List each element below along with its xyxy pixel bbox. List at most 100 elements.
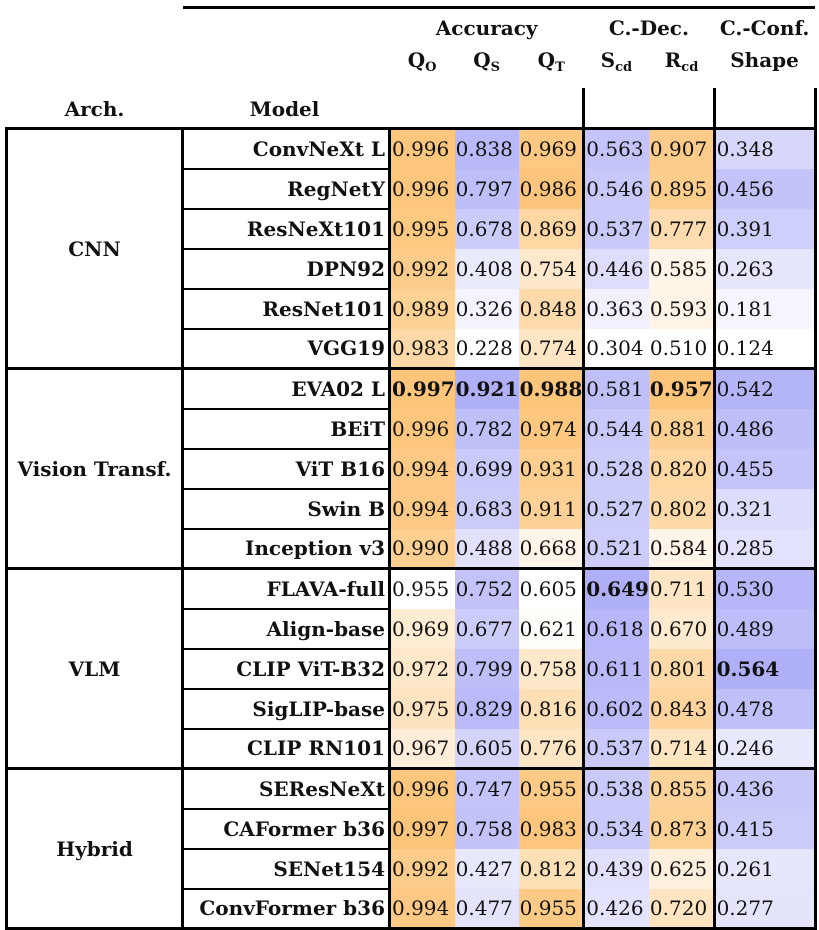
table-row: CNN ConvNeXt L 0.996 0.838 0.969 0.563 0.907 0.… [5, 127, 817, 370]
value-cell: 0.625 [648, 848, 716, 889]
value-cell: 0.621 [518, 608, 586, 649]
value-cell: 0.546 [583, 168, 649, 209]
value-cell: 0.820 [648, 448, 716, 489]
value-cell: 0.986 [518, 168, 586, 209]
value-cell: 0.602 [583, 688, 649, 729]
value-cell: 0.605 [454, 728, 519, 770]
value-cell: 0.881 [648, 408, 716, 449]
value-cell: 0.584 [648, 528, 716, 570]
arch-group-label: CNN [5, 127, 184, 370]
value-cell: 0.263 [714, 248, 817, 289]
value-cell: 0.720 [648, 888, 716, 930]
value-cell: 0.747 [454, 767, 519, 809]
value-cell: 0.593 [648, 288, 716, 329]
header-symbol: Q [407, 47, 426, 72]
value-cell: 0.563 [583, 127, 649, 169]
value-cell: 0.510 [648, 328, 716, 370]
model-name: BEiT [181, 408, 391, 450]
value-cell: 0.670 [648, 608, 716, 649]
arch-group-label: Vision Transf. [5, 367, 184, 570]
value-cell: 0.585 [648, 248, 716, 289]
header-subscript: T [555, 59, 565, 75]
value-cell: 0.478 [714, 688, 817, 729]
model-name: FLAVA-full [181, 567, 391, 610]
value-cell: 0.228 [454, 328, 519, 370]
header-symbol: Q [473, 47, 491, 72]
table-row: BEiT 0.996 0.782 0.974 0.544 0.881 0.486 [7, 408, 817, 450]
value-cell: 0.678 [454, 208, 519, 249]
value-cell: 0.801 [648, 648, 716, 689]
arch-group-label: Hybrid [5, 767, 184, 930]
model-name: ConvNeXt L [181, 127, 391, 170]
results-table: Arch. Model Accuracy C.-Dec. C.-Conf. QO… [5, 6, 817, 930]
model-name: ResNeXt101 [181, 208, 391, 250]
value-cell: 0.456 [714, 168, 817, 209]
header-cdec: C.-Dec. [583, 6, 715, 48]
value-cell: 0.777 [648, 208, 716, 249]
value-cell: 0.285 [714, 528, 817, 570]
header-col-4: Rcd [649, 48, 714, 88]
value-cell: 0.581 [583, 367, 649, 409]
value-cell: 0.758 [454, 808, 519, 849]
value-cell: 0.996 [389, 408, 455, 449]
value-cell: 0.994 [389, 888, 455, 930]
value-cell: 0.955 [518, 888, 586, 930]
value-cell: 0.995 [389, 208, 455, 249]
table-row: SigLIP-base 0.975 0.829 0.816 0.602 0.843 0.47… [7, 688, 817, 730]
value-cell: 0.957 [648, 367, 716, 409]
value-cell: 0.181 [714, 288, 817, 329]
value-cell: 0.714 [648, 728, 716, 770]
value-cell: 0.873 [648, 808, 716, 849]
value-cell: 0.955 [389, 567, 455, 609]
value-cell: 0.869 [518, 208, 586, 249]
value-cell: 0.415 [714, 808, 817, 849]
value-cell: 0.618 [583, 608, 649, 649]
header-col-0: QO [390, 48, 455, 88]
value-cell: 0.564 [714, 648, 817, 689]
value-cell: 0.911 [518, 488, 586, 529]
value-cell: 0.996 [389, 127, 455, 169]
value-cell: 0.408 [454, 248, 519, 289]
value-cell: 0.439 [583, 848, 649, 889]
value-cell: 0.611 [583, 648, 649, 689]
value-cell: 0.969 [389, 608, 455, 649]
header-cconf: C.-Conf. [714, 6, 816, 48]
table-row: CAFormer b36 0.997 0.758 0.983 0.534 0.873 0.4… [7, 808, 817, 850]
value-cell: 0.124 [714, 328, 817, 370]
value-cell: 0.955 [518, 767, 586, 809]
value-cell: 0.838 [454, 127, 519, 169]
value-cell: 0.521 [583, 528, 649, 570]
value-cell: 0.455 [714, 448, 817, 489]
model-name: DPN92 [181, 248, 391, 290]
header-col-2: QT [519, 48, 584, 88]
model-name: SENet154 [181, 848, 391, 890]
value-cell: 0.542 [714, 367, 817, 409]
model-name: Inception v3 [181, 528, 391, 570]
value-cell: 0.711 [648, 567, 716, 609]
table-row: Vision Transf. EVA02 L 0.997 0.921 0.988 0.58… [5, 367, 817, 570]
value-cell: 0.261 [714, 848, 817, 889]
value-cell: 0.974 [518, 408, 586, 449]
header-col-3: Scd [584, 48, 649, 88]
header-symbol: R [664, 47, 682, 72]
table-row: ViT B16 0.994 0.699 0.931 0.528 0.820 0.455 [7, 448, 817, 490]
header-subscript: cd [615, 59, 633, 75]
value-cell: 0.537 [583, 728, 649, 770]
value-cell: 0.990 [389, 528, 455, 570]
table-row: Hybrid SEResNeXt 0.996 0.747 0.955 0.538 0.855… [5, 767, 817, 930]
header-subscript: O [425, 59, 437, 75]
value-cell: 0.895 [648, 168, 716, 209]
value-cell: 0.988 [518, 367, 586, 409]
value-cell: 0.855 [648, 767, 716, 809]
value-cell: 0.983 [389, 328, 455, 370]
value-cell: 0.304 [583, 328, 649, 370]
value-cell: 0.816 [518, 688, 586, 729]
value-cell: 0.699 [454, 448, 519, 489]
value-cell: 0.975 [389, 688, 455, 729]
header-col-5: Shape [714, 48, 815, 88]
model-name: ViT B16 [181, 448, 391, 490]
value-cell: 0.843 [648, 688, 716, 729]
value-cell: 0.391 [714, 208, 817, 249]
value-cell: 0.538 [583, 767, 649, 809]
table-row: Inception v3 0.990 0.488 0.668 0.521 0.584 0.2… [7, 528, 817, 570]
